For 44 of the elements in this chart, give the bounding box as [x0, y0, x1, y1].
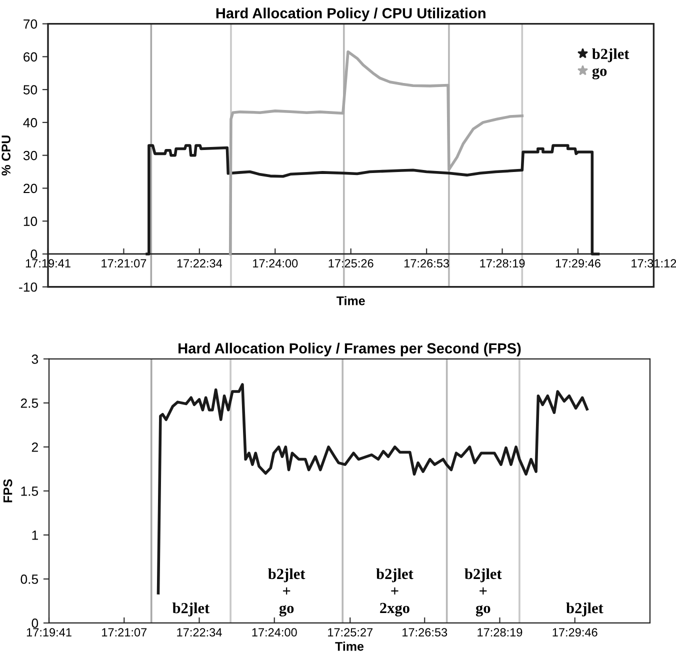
x-tick-label: 17:19:41 [26, 628, 72, 637]
x-tick-label: 17:28:19 [478, 628, 522, 637]
x-tick-label: 17:22:34 [177, 259, 222, 268]
x-tick-label: 17:25:26 [328, 259, 374, 268]
x-tick-label: 17:26:53 [402, 628, 448, 637]
x-tick-label: 17:26:53 [404, 259, 450, 268]
legend-label: go [592, 68, 607, 80]
y-tick-label: 40 [23, 118, 38, 128]
y-tick-label: 50 [23, 85, 38, 94]
y-tick-label: 70 [24, 19, 38, 29]
chart-title: Hard Allocation Policy / CPU Utilization [216, 8, 486, 22]
y-tick-label: 60 [24, 52, 38, 62]
annotation: b2jlet [172, 602, 210, 616]
y-tick-label: 0.5 [20, 574, 38, 584]
y-tick-label: 2.5 [20, 398, 38, 408]
y-axis-title: % CPU [2, 136, 10, 176]
annotation: b2jlet [566, 602, 604, 616]
legend-label: b2jlet [592, 48, 630, 62]
x-tick-label: 17:22:34 [177, 628, 222, 637]
x-tick-label: 17:21:07 [102, 259, 146, 268]
annotation: b2jlet + go [268, 568, 306, 616]
x-tick-label: 17:21:07 [102, 628, 147, 637]
chart-title: Hard Allocation Policy / Frames per Second (FPS) [178, 342, 521, 356]
y-tick-label: 0 [32, 618, 38, 628]
y-tick-label: 3 [32, 354, 38, 364]
x-tick-label: 17:24:00 [253, 259, 298, 268]
y-tick-label: 1 [32, 530, 38, 540]
y-tick-label: 30 [23, 150, 38, 160]
y-tick-label: -10 [19, 282, 38, 292]
annotation: b2jlet + go [464, 568, 502, 616]
y-tick-label: 2 [32, 442, 38, 452]
x-axis-title: Time [336, 296, 365, 306]
x-tick-label: 17:29:46 [556, 259, 600, 268]
y-axis-title: FPS [3, 479, 12, 502]
y-tick-label: 20 [24, 184, 38, 194]
x-tick-label: 17:29:46 [552, 628, 598, 637]
y-tick-label: 0 [30, 250, 38, 259]
x-tick-label: 17:28:19 [480, 259, 525, 268]
annotation: b2jlet + 2xgo [376, 568, 414, 616]
y-tick-label: 1.5 [21, 486, 38, 496]
x-tick-label: 17:24:00 [252, 628, 297, 637]
x-tick-label: 17:25:27 [328, 628, 373, 637]
x-axis-title: Time [335, 642, 364, 651]
y-tick-label: 10 [24, 216, 38, 226]
